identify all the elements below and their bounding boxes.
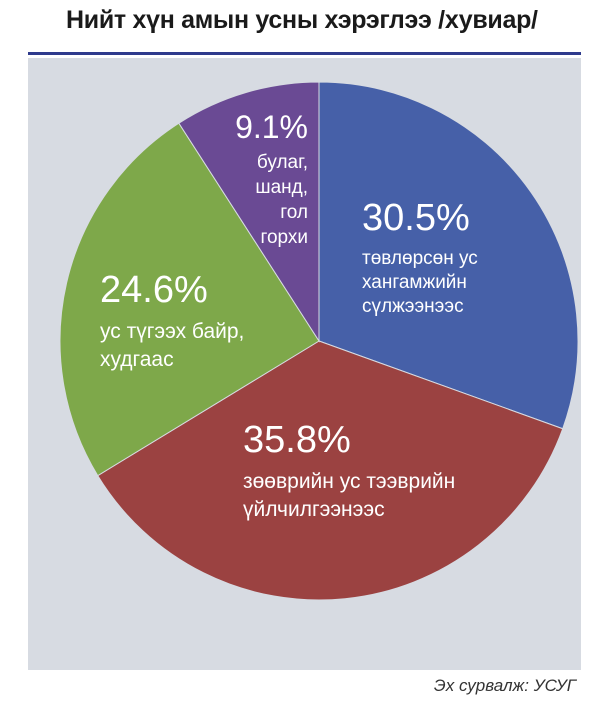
pie-slice-1 (318, 81, 579, 430)
chart-title: Нийт хүн амын усны хэрэглээ /хувиар/ (66, 6, 538, 34)
slice-category-label: төвлөрсөн ус (362, 248, 478, 269)
slice-category-label: хангамжийн (362, 272, 467, 293)
pie-slice-3 (59, 122, 320, 477)
slice-category-label: ус түгээх байр, (100, 320, 244, 343)
slice-category-label: шанд, (255, 177, 308, 198)
pie-slice-2 (97, 340, 564, 601)
slice-category-label: гол (280, 202, 308, 223)
slice-label-4: 9.1% булаг, шанд, гол горхи (235, 109, 308, 248)
slice-percent-label: 9.1% (235, 109, 308, 145)
slice-percent-label: 30.5% (362, 197, 470, 239)
slice-label-1: 30.5% төвлөрсөн ус хангамжийн сүлжээнээс (362, 197, 478, 317)
slice-label-3: 24.6% ус түгээх байр, худгаас (100, 269, 244, 371)
slice-category-label: зөөврийн ус тээврийн (243, 470, 455, 493)
slice-label-2: 35.8% зөөврийн ус тээврийн үйлчилгээнээс (243, 419, 455, 521)
pie-slice-4 (178, 81, 320, 343)
slice-percent-label: 24.6% (100, 269, 208, 311)
slice-category-label: горхи (260, 227, 308, 248)
slice-percent-label: 35.8% (243, 419, 351, 461)
source-note: Эх сурвалж: УСУГ (433, 676, 576, 695)
title-underline (28, 52, 581, 55)
slice-category-label: сүлжээнээс (362, 296, 464, 317)
slice-category-label: үйлчилгээнээс (243, 498, 385, 521)
slice-category-label: худгаас (100, 348, 174, 371)
slice-category-label: булаг, (257, 152, 308, 173)
